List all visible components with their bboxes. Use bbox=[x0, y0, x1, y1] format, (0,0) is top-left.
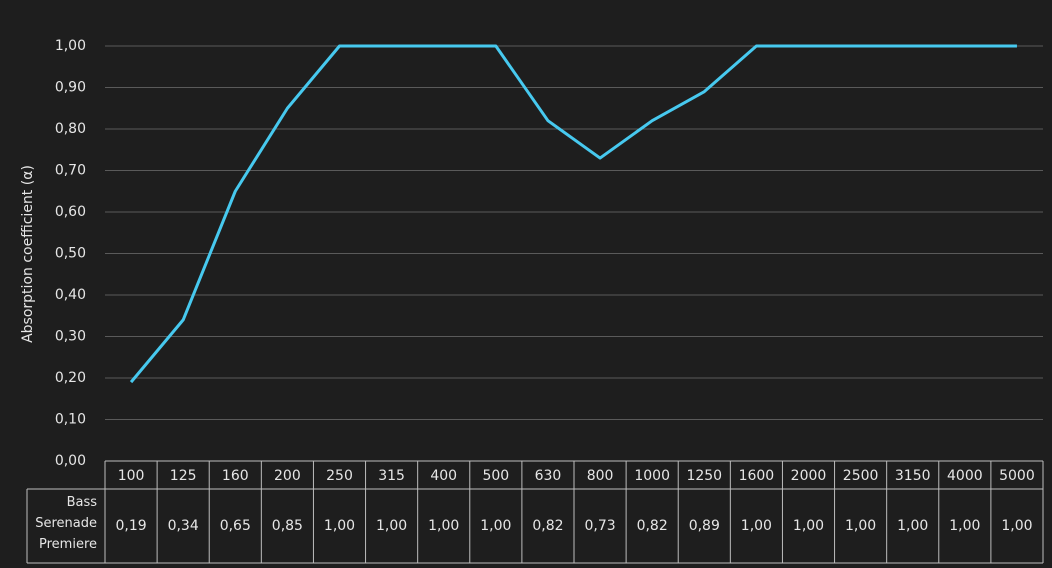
x-tick-label: 100 bbox=[118, 468, 145, 484]
x-tick-label: 250 bbox=[326, 468, 353, 484]
y-axis-label: Absorption coefficient (α) bbox=[20, 165, 36, 343]
y-tick-label: 0,10 bbox=[55, 412, 86, 428]
y-tick-label: 0,50 bbox=[55, 246, 86, 262]
data-label: 1,00 bbox=[845, 518, 876, 534]
x-tick-label: 500 bbox=[482, 468, 509, 484]
data-label: 0,89 bbox=[689, 518, 720, 534]
data-label: 1,00 bbox=[428, 518, 459, 534]
y-tick-label: 0,40 bbox=[55, 287, 86, 303]
data-label: 1,00 bbox=[480, 518, 511, 534]
y-tick-label: 0,90 bbox=[55, 80, 86, 96]
data-label: 1,00 bbox=[376, 518, 407, 534]
legend-label: Bass Serenade Premiere bbox=[35, 495, 97, 552]
x-tick-label: 1000 bbox=[634, 468, 670, 484]
y-tick-label: 0,80 bbox=[55, 121, 86, 137]
x-tick-label: 400 bbox=[430, 468, 457, 484]
x-tick-label: 160 bbox=[222, 468, 249, 484]
data-label: 0,82 bbox=[532, 518, 563, 534]
x-tick-label: 2000 bbox=[791, 468, 827, 484]
data-label: 0,34 bbox=[168, 518, 199, 534]
y-tick-label: 0,60 bbox=[55, 204, 86, 220]
data-label: 1,00 bbox=[741, 518, 772, 534]
data-label: 1,00 bbox=[897, 518, 928, 534]
y-tick-label: 0,00 bbox=[55, 453, 86, 469]
y-tick-label: 0,20 bbox=[55, 370, 86, 386]
data-label: 1,00 bbox=[1001, 518, 1032, 534]
x-tick-label: 630 bbox=[535, 468, 562, 484]
x-tick-label: 800 bbox=[587, 468, 614, 484]
x-tick-label: 1600 bbox=[739, 468, 775, 484]
x-tick-label: 3150 bbox=[895, 468, 931, 484]
y-tick-label: 0,30 bbox=[55, 329, 86, 345]
y-tick-label: 0,70 bbox=[55, 163, 86, 179]
x-tick-label: 4000 bbox=[947, 468, 983, 484]
data-label: 0,65 bbox=[220, 518, 251, 534]
x-tick-label: 315 bbox=[378, 468, 405, 484]
x-tick-label: 125 bbox=[170, 468, 197, 484]
data-label: 0,19 bbox=[115, 518, 146, 534]
x-tick-label: 2500 bbox=[843, 468, 879, 484]
x-tick-label: 1250 bbox=[686, 468, 722, 484]
x-tick-label: 5000 bbox=[999, 468, 1035, 484]
data-label: 0,85 bbox=[272, 518, 303, 534]
data-label: 0,82 bbox=[637, 518, 668, 534]
series-name-cell: Bass Serenade Premiere bbox=[35, 495, 97, 552]
data-line bbox=[129, 44, 1017, 384]
data-label: 1,00 bbox=[793, 518, 824, 534]
y-tick-label: 1,00 bbox=[55, 38, 86, 54]
data-label: 0,73 bbox=[584, 518, 615, 534]
x-tick-label: 200 bbox=[274, 468, 301, 484]
data-label: 1,00 bbox=[949, 518, 980, 534]
data-label: 1,00 bbox=[324, 518, 355, 534]
